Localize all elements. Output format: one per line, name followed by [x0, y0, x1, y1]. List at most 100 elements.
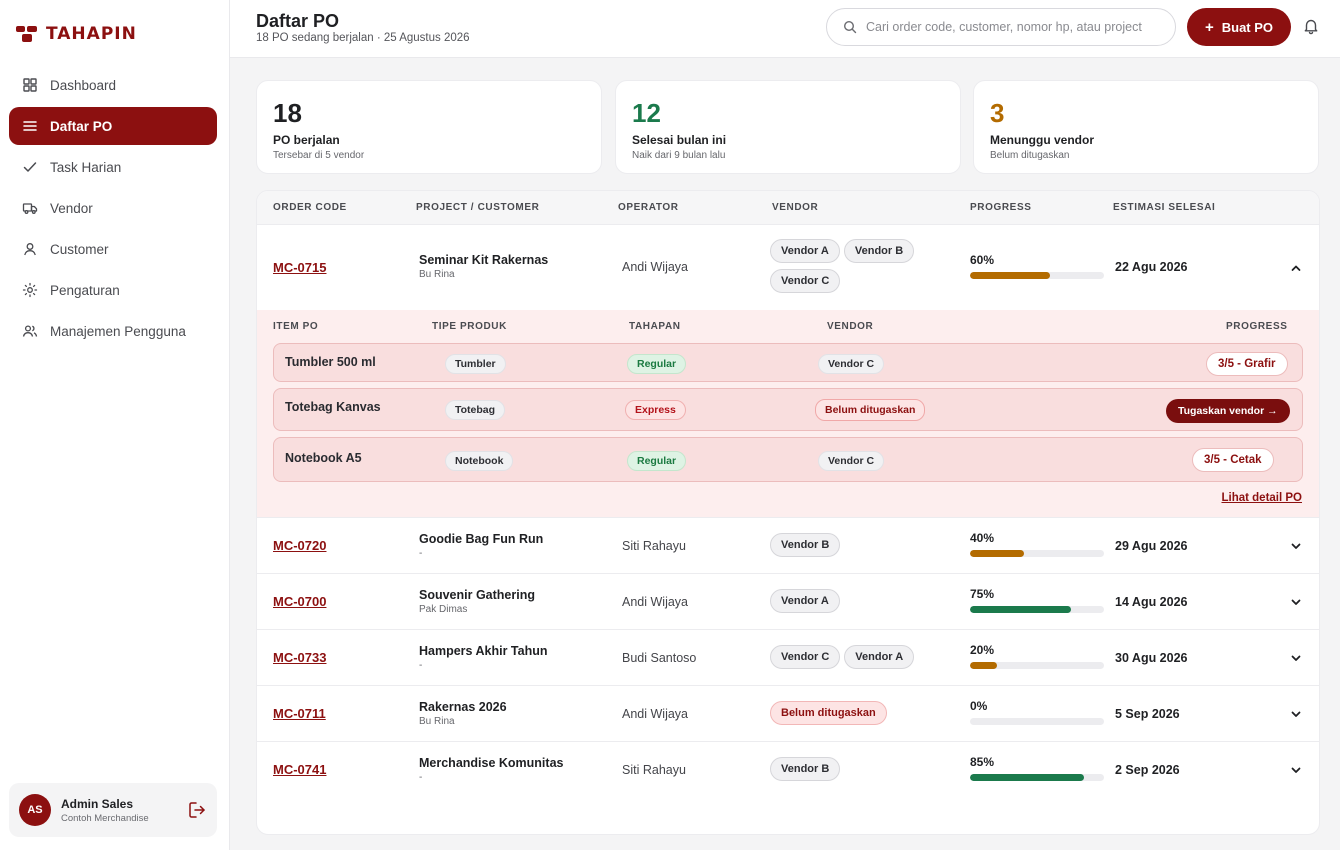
progress-percent: 0% — [970, 699, 988, 713]
progress-fill — [970, 774, 1084, 781]
stat-card-po-berjalan: 18 PO berjalan Tersebar di 5 vendor — [256, 80, 602, 174]
progress-bar — [970, 272, 1104, 279]
sidebar-item-daftar-po[interactable]: Daftar PO — [9, 107, 217, 145]
progress-percent: 40% — [970, 531, 995, 545]
vendor-chip: Vendor A — [770, 589, 840, 613]
chevron-up-icon[interactable] — [1289, 261, 1303, 275]
sidebar-item-label: Task Harian — [50, 159, 122, 175]
progress-bar — [970, 774, 1104, 781]
customer-name: Pak Dimas — [419, 604, 468, 615]
brand-logo[interactable]: TAHAPIN — [16, 24, 137, 44]
progress-bar — [970, 662, 1104, 669]
product-type-pill: Tumbler — [445, 354, 506, 374]
order-code-link[interactable]: MC-0741 — [273, 762, 327, 777]
item-column-header: VENDOR — [827, 321, 874, 332]
page-title: Daftar PO — [256, 11, 340, 31]
assign-vendor-button[interactable]: Tugaskan vendor → — [1166, 399, 1290, 423]
sidebar-item-dashboard[interactable]: Dashboard — [9, 66, 217, 104]
operator-name: Budi Santoso — [622, 651, 697, 665]
column-header: PROJECT / CUSTOMER — [416, 202, 540, 213]
vendor-unassigned-chip: Belum ditugaskan — [770, 701, 887, 725]
operator-name: Andi Wijaya — [622, 707, 688, 721]
table-row[interactable]: MC-0720 Goodie Bag Fun Run - Siti Rahayu… — [257, 518, 1319, 574]
sidebar-item-vendor[interactable]: Vendor — [9, 189, 217, 227]
stat-label: Selesai bulan ini — [632, 133, 727, 147]
project-title: Hampers Akhir Tahun — [419, 644, 548, 658]
search-box[interactable] — [826, 8, 1176, 46]
order-code-link[interactable]: MC-0720 — [273, 538, 327, 553]
bell-icon[interactable] — [1302, 17, 1320, 35]
eta-date: 14 Agu 2026 — [1115, 595, 1188, 609]
progress-percent: 20% — [970, 643, 995, 657]
progress-percent: 60% — [970, 253, 995, 267]
stage-pill: Regular — [627, 354, 687, 374]
order-code-link[interactable]: MC-0715 — [273, 260, 327, 275]
vendor-list: Vendor C Vendor A — [770, 645, 940, 675]
eta-date: 5 Sep 2026 — [1115, 707, 1180, 721]
vendor-list: Vendor A Vendor BVendor C — [770, 239, 930, 299]
search-input[interactable] — [866, 20, 1166, 34]
vendor-pill: Vendor C — [818, 354, 885, 374]
user-card[interactable]: AS Admin Sales Contoh Merchandise — [9, 783, 217, 837]
avatar: AS — [19, 794, 51, 826]
sidebar-item-task-harian[interactable]: Task Harian — [9, 148, 217, 186]
project-title: Seminar Kit Rakernas — [419, 253, 549, 267]
chevron-down-icon[interactable] — [1289, 707, 1303, 721]
sidebar: TAHAPIN Dashboard Daftar PO Task Harian … — [0, 0, 230, 850]
po-item-row[interactable]: Tumbler 500 ml Tumbler Regular Vendor C … — [273, 343, 1303, 382]
product-type-pill: Notebook — [445, 451, 514, 471]
stat-label: Menunggu vendor — [990, 133, 1094, 147]
customer-name: - — [419, 772, 423, 783]
sidebar-item-pengaturan[interactable]: Pengaturan — [9, 271, 217, 309]
po-detail-link[interactable]: Lihat detail PO — [1221, 492, 1302, 504]
create-po-label: Buat PO — [1221, 19, 1274, 35]
operator-name: Siti Rahayu — [622, 763, 686, 777]
project-title: Rakernas 2026 — [419, 700, 507, 714]
operator-name: Andi Wijaya — [622, 595, 688, 609]
create-po-button[interactable]: + Buat PO — [1187, 8, 1291, 46]
sidebar-item-customer[interactable]: Customer — [9, 230, 217, 268]
truck-icon — [22, 203, 38, 214]
search-icon — [843, 20, 857, 34]
vendor-chip: Vendor C — [770, 645, 841, 669]
progress-fill — [970, 550, 1024, 557]
chevron-down-icon[interactable] — [1289, 539, 1303, 553]
customer-name: Bu Rina — [419, 716, 455, 727]
po-item-row[interactable]: Notebook A5 Notebook Regular Vendor C 3/… — [273, 437, 1303, 482]
table-row[interactable]: MC-0700 Souvenir Gathering Pak Dimas And… — [257, 574, 1319, 630]
order-code-link[interactable]: MC-0700 — [273, 594, 327, 609]
sidebar-item-manajemen-pengguna[interactable]: Manajemen Pengguna — [9, 312, 217, 350]
vendor-chip: Vendor C — [770, 269, 841, 293]
brand-name: TAHAPIN — [46, 24, 137, 44]
chevron-down-icon[interactable] — [1289, 763, 1303, 777]
table-row[interactable]: MC-0711 Rakernas 2026 Bu Rina Andi Wijay… — [257, 686, 1319, 742]
vendor-list: Belum ditugaskan — [770, 701, 891, 731]
chevron-down-icon[interactable] — [1289, 595, 1303, 609]
table-row[interactable]: MC-0733 Hampers Akhir Tahun - Budi Santo… — [257, 630, 1319, 686]
operator-name: Siti Rahayu — [622, 539, 686, 553]
stat-sub: Tersebar di 5 vendor — [273, 150, 365, 161]
po-item-row[interactable]: Totebag Kanvas Totebag Express Belum dit… — [273, 388, 1303, 431]
user-company: Contoh Merchandise — [61, 812, 149, 824]
column-header: OPERATOR — [618, 202, 679, 213]
vendor-chip: Vendor B — [770, 533, 841, 557]
item-column-header: TAHAPAN — [629, 321, 681, 332]
progress-bar — [970, 550, 1104, 557]
stat-sub: Naik dari 9 bulan lalu — [632, 150, 726, 161]
chevron-down-icon[interactable] — [1289, 651, 1303, 665]
sidebar-item-label: Vendor — [50, 200, 93, 216]
logout-icon[interactable] — [187, 800, 207, 820]
order-code-link[interactable]: MC-0733 — [273, 650, 327, 665]
table-row[interactable]: MC-0715 Seminar Kit Rakernas Bu Rina And… — [257, 225, 1319, 310]
stage-pill: Express — [625, 400, 686, 420]
eta-date: 22 Agu 2026 — [1115, 260, 1188, 274]
vendor-list: Vendor A — [770, 589, 844, 619]
stat-value: 12 — [632, 98, 661, 128]
item-name: Tumbler 500 ml — [285, 355, 376, 369]
column-header: VENDOR — [772, 202, 819, 213]
table-row[interactable]: MC-0741 Merchandise Komunitas - Siti Rah… — [257, 742, 1319, 798]
progress-fill — [970, 662, 997, 669]
sidebar-nav: Dashboard Daftar PO Task Harian Vendor C… — [9, 66, 217, 353]
project-title: Goodie Bag Fun Run — [419, 532, 544, 546]
order-code-link[interactable]: MC-0711 — [273, 706, 326, 721]
